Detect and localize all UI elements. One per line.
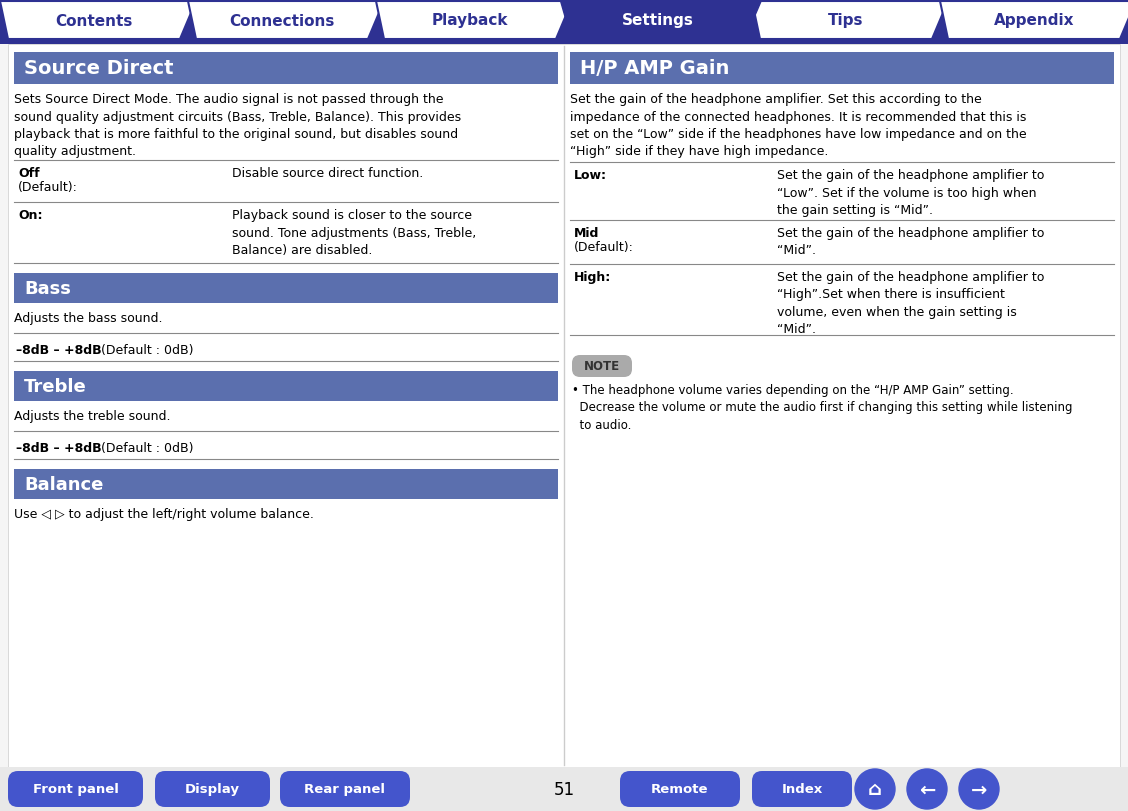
FancyBboxPatch shape — [572, 355, 632, 378]
Text: (Default):: (Default): — [18, 181, 78, 194]
Text: Remote: Remote — [651, 783, 708, 796]
Polygon shape — [559, 0, 763, 42]
Text: Adjusts the treble sound.: Adjusts the treble sound. — [14, 410, 170, 423]
Text: Disable source direct function.: Disable source direct function. — [231, 167, 423, 180]
Text: Set the gain of the headphone amplifier. Set this according to the
impedance of : Set the gain of the headphone amplifier.… — [570, 93, 1026, 158]
Circle shape — [959, 769, 999, 809]
Text: Set the gain of the headphone amplifier to
“Mid”.: Set the gain of the headphone amplifier … — [777, 227, 1045, 257]
Text: Contents: Contents — [55, 14, 133, 28]
Text: Low:: Low: — [574, 169, 607, 182]
Text: (Default):: (Default): — [574, 241, 634, 254]
Bar — [14, 53, 558, 85]
Bar — [14, 371, 558, 401]
Bar — [8, 45, 1120, 767]
Text: Display: Display — [185, 783, 240, 796]
Text: High:: High: — [574, 271, 611, 284]
Text: ←: ← — [919, 779, 935, 799]
Polygon shape — [0, 2, 196, 40]
Text: Use ◁ ▷ to adjust the left/right volume balance.: Use ◁ ▷ to adjust the left/right volume … — [14, 508, 314, 521]
Text: Playback sound is closer to the source
sound. Tone adjustments (Bass, Treble,
Ba: Playback sound is closer to the source s… — [231, 208, 476, 257]
Text: Balance: Balance — [24, 475, 104, 493]
Text: H/P AMP Gain: H/P AMP Gain — [580, 59, 730, 79]
Polygon shape — [752, 2, 948, 40]
Text: Front panel: Front panel — [33, 783, 118, 796]
Text: Connections: Connections — [229, 14, 335, 28]
Text: 51: 51 — [554, 780, 574, 798]
FancyBboxPatch shape — [280, 771, 409, 807]
Text: →: → — [971, 779, 987, 799]
Polygon shape — [188, 2, 384, 40]
Circle shape — [855, 769, 895, 809]
Text: Bass: Bass — [24, 280, 71, 298]
FancyBboxPatch shape — [620, 771, 740, 807]
Text: Set the gain of the headphone amplifier to
“Low”. Set if the volume is too high : Set the gain of the headphone amplifier … — [777, 169, 1045, 217]
Text: Appendix: Appendix — [994, 14, 1074, 28]
Text: Adjusts the bass sound.: Adjusts the bass sound. — [14, 311, 162, 324]
Text: Off: Off — [18, 167, 39, 180]
Text: Settings: Settings — [622, 14, 694, 28]
Text: Mid: Mid — [574, 227, 599, 240]
Text: (Default : 0dB): (Default : 0dB) — [97, 441, 194, 454]
Bar — [14, 273, 558, 303]
Text: –8dB – +8dB: –8dB – +8dB — [16, 441, 102, 454]
Text: Playback: Playback — [432, 14, 509, 28]
FancyBboxPatch shape — [8, 771, 143, 807]
Text: Tips: Tips — [828, 14, 864, 28]
Text: ⌂: ⌂ — [869, 779, 882, 799]
Text: Treble: Treble — [24, 378, 87, 396]
FancyBboxPatch shape — [752, 771, 852, 807]
Text: Index: Index — [782, 783, 822, 796]
Bar — [0, 767, 1128, 811]
Polygon shape — [940, 2, 1128, 40]
Text: Rear panel: Rear panel — [305, 783, 386, 796]
Text: –8dB – +8dB: –8dB – +8dB — [16, 344, 102, 357]
Text: Set the gain of the headphone amplifier to
“High”.Set when there is insufficient: Set the gain of the headphone amplifier … — [777, 271, 1045, 336]
Bar — [0, 42, 1128, 45]
Text: • The headphone volume varies depending on the “H/P AMP Gain” setting.
  Decreas: • The headphone volume varies depending … — [572, 384, 1073, 431]
Text: Source Direct: Source Direct — [24, 59, 174, 79]
Bar — [14, 470, 558, 500]
Bar — [0, 0, 1128, 42]
Circle shape — [907, 769, 948, 809]
Text: (Default : 0dB): (Default : 0dB) — [97, 344, 194, 357]
Bar — [570, 53, 1114, 85]
Text: Sets Source Direct Mode. The audio signal is not passed through the
sound qualit: Sets Source Direct Mode. The audio signa… — [14, 93, 461, 158]
Polygon shape — [376, 2, 572, 40]
Text: On:: On: — [18, 208, 43, 221]
FancyBboxPatch shape — [155, 771, 270, 807]
Text: NOTE: NOTE — [584, 360, 620, 373]
